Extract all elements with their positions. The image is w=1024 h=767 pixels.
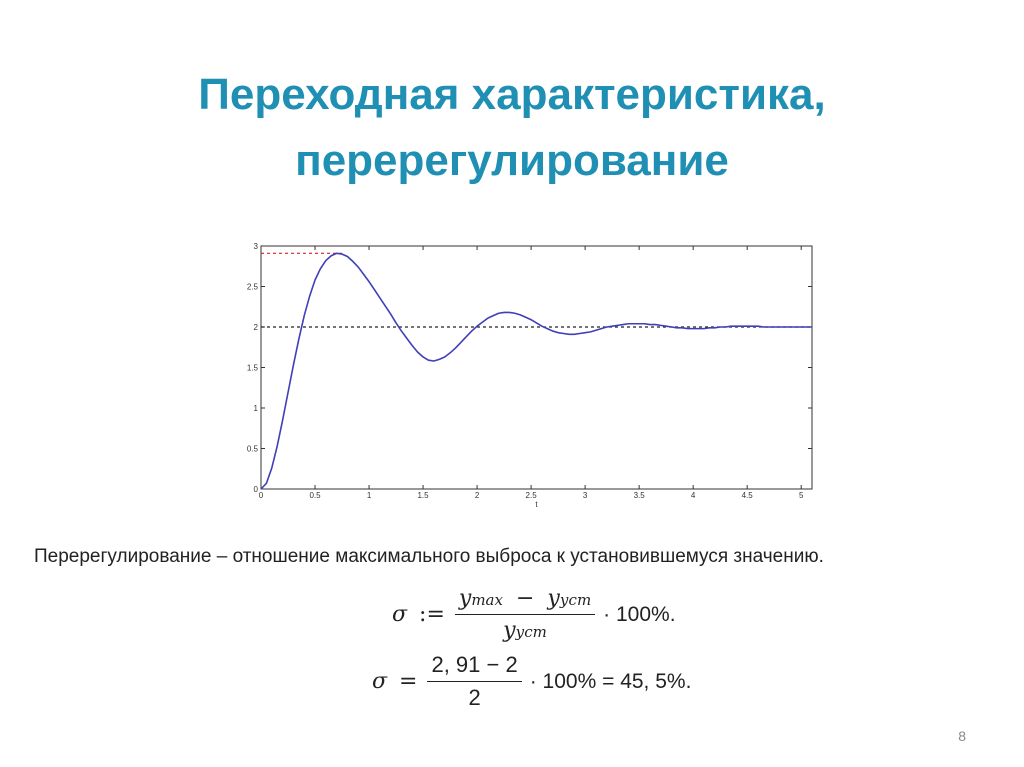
yust-symbol: y — [547, 586, 560, 611]
y-tick-label: 2 — [254, 323, 259, 332]
calc-numerator: 2, 91 − 2 — [427, 652, 522, 682]
yust-subscript: уст — [559, 591, 592, 609]
formula-fraction: ymax − yуст yуст — [454, 586, 596, 643]
x-tick-label: 4 — [691, 491, 696, 500]
y-tick-label: 0.5 — [247, 445, 259, 454]
x-tick-label: 1.5 — [417, 491, 429, 500]
den-subscript: уст — [515, 623, 547, 641]
minus-operator: − — [515, 586, 535, 611]
ymax-subscript: max — [471, 591, 503, 609]
x-tick-label: 3.5 — [634, 491, 646, 500]
y-tick-label: 2.5 — [247, 283, 259, 292]
overshoot-definition: Перерегулирование – отношение максимальн… — [34, 546, 824, 567]
x-tick-label: 0 — [259, 491, 264, 500]
calc-denominator: 2 — [468, 685, 481, 710]
y-tick-label: 1.5 — [247, 364, 259, 373]
y-tick-label: 1 — [254, 404, 259, 413]
slide-title: Переходная характеристика, перерегулиров… — [0, 62, 1024, 194]
y-tick-label: 3 — [254, 242, 259, 251]
calc-tail: · 100% = 45, 5%. — [529, 669, 692, 693]
sigma-symbol-2: σ — [372, 669, 388, 694]
formula-tail: · 100%. — [603, 602, 676, 626]
calc-fraction: 2, 91 − 2 2 — [427, 652, 522, 711]
formula-numerator: ymax − yуст — [454, 586, 596, 615]
plot-frame — [260, 245, 813, 490]
x-tick-label: 0.5 — [309, 491, 321, 500]
step-response-line — [260, 252, 812, 490]
y-tick-label: 0 — [254, 485, 259, 494]
equals-operator: = — [399, 669, 418, 694]
x-tick-label: 4.5 — [742, 491, 754, 500]
ymax-symbol: y — [458, 586, 472, 611]
assign-operator: := — [419, 602, 445, 627]
x-tick-label: 2 — [475, 491, 480, 500]
slide-title-line1: Переходная характеристика, — [198, 70, 826, 119]
sigma-symbol: σ — [392, 602, 408, 627]
x-axis-label: t — [535, 500, 538, 509]
page-number: 8 — [958, 728, 966, 744]
overshoot-calculation: σ = 2, 91 − 2 2 · 100% = 45, 5%. — [372, 652, 691, 711]
den-y-symbol: y — [503, 618, 516, 643]
overshoot-formula: σ := ymax − yуст yуст · 100%. — [392, 586, 676, 643]
x-tick-label: 1 — [367, 491, 372, 500]
x-tick-label: 3 — [583, 491, 588, 500]
slide-title-line2: перерегулирование — [295, 136, 729, 185]
x-tick-label: 5 — [799, 491, 804, 500]
formula-denominator: yуст — [503, 615, 547, 643]
x-tick-label: 2.5 — [526, 491, 538, 500]
